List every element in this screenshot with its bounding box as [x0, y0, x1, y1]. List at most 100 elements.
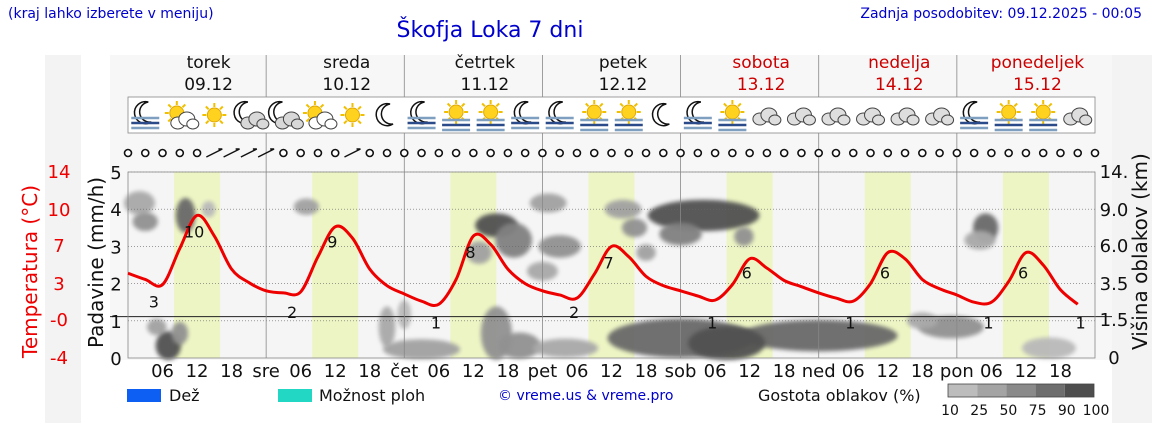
wind-calm-marker: [158, 148, 167, 158]
x-tick-label: 18: [1049, 361, 1072, 382]
sun-ray: [999, 102, 1004, 108]
wind-calm-marker: [572, 148, 582, 158]
x-tick-label: 18: [496, 361, 519, 382]
wind-arrow-marker: [257, 148, 275, 158]
x-tick-label: sre: [252, 361, 279, 382]
temperature-value-label: 2: [287, 303, 297, 322]
cloud-blob: [647, 199, 760, 232]
temperature-value-label: 1: [1076, 313, 1086, 332]
temperature-tick-label: -0: [50, 310, 68, 331]
precip-tick-label: 4: [110, 200, 121, 221]
x-tick-label: 06: [151, 361, 174, 382]
precip-tick-label: 1: [110, 312, 121, 333]
wind-calm-marker: [330, 148, 340, 158]
sun-ray: [343, 119, 348, 125]
temperature-value-label: 6: [1018, 264, 1028, 283]
day-name: nedelja: [868, 53, 930, 73]
temperature-tick-label: 3: [53, 274, 65, 295]
wind-calm-marker: [883, 148, 893, 158]
x-tick-label: pet: [528, 361, 558, 382]
cloud-part: [256, 118, 270, 130]
wind-calm-marker: [1056, 148, 1065, 158]
region-hint-link[interactable]: (kraj lahko izberete v meniju): [8, 6, 214, 22]
x-tick-label: 12: [876, 361, 899, 382]
night-fog-icon: [511, 100, 540, 130]
cloud-blob: [171, 321, 189, 345]
cloud-icon: [890, 107, 920, 126]
night-fog-icon: [407, 100, 436, 130]
x-tick-label: čet: [390, 361, 418, 382]
cloud-blob: [636, 244, 656, 261]
wind-calm-marker: [313, 148, 323, 158]
sun-ray: [205, 119, 210, 125]
x-tick-label: 12: [324, 361, 347, 382]
wind-calm-marker: [900, 148, 910, 158]
day-date: 11.12: [461, 75, 510, 95]
wind-calm-marker: [382, 148, 392, 158]
wind-calm-marker: [1021, 148, 1031, 158]
wind-calm-marker: [797, 148, 806, 158]
x-tick-label: 12: [462, 361, 485, 382]
cloud-blob: [201, 201, 216, 218]
wind-calm-marker: [1004, 148, 1013, 158]
density-legend-value: 75: [1029, 403, 1047, 419]
sun-ray: [1048, 102, 1053, 108]
cloud-part: [324, 118, 338, 130]
cloud-blob: [378, 306, 396, 348]
sun-ray: [181, 103, 186, 109]
temperature-value-label: 2: [569, 303, 579, 322]
day-name: sobota: [732, 53, 790, 73]
cloud-density-title: Gostota oblakov (%): [758, 386, 921, 405]
wind-calm-marker: [987, 148, 996, 158]
x-tick-label: 06: [427, 361, 450, 382]
night-clear-icon: [651, 102, 670, 127]
sun-ray: [205, 105, 210, 111]
wind-calm-marker: [1073, 148, 1083, 158]
day-name: sreda: [323, 53, 370, 73]
cloud-blob: [1021, 337, 1076, 359]
sun-ray: [481, 102, 486, 108]
x-tick-label: 06: [566, 361, 589, 382]
cloud-icon: [925, 107, 955, 126]
wind-calm-marker: [607, 148, 616, 158]
page-title: Škofja Loka 7 dni: [396, 18, 584, 43]
precip-tick-label: 2: [110, 275, 121, 296]
density-legend-segment: [1064, 384, 1094, 397]
wind-calm-marker: [1090, 148, 1100, 158]
sun-fog-icon: [994, 100, 1023, 132]
sun-fog-icon: [718, 100, 747, 132]
day-date: 13.12: [737, 75, 786, 95]
wind-arrow-marker: [344, 148, 361, 158]
cloud-blob: [621, 218, 648, 238]
day-name: torek: [187, 53, 231, 73]
cloud-icon: [1063, 107, 1093, 126]
cloud-height-tick-label: 6.0: [1100, 236, 1129, 257]
shower-legend-swatch: [278, 389, 312, 402]
sun-disc: [724, 104, 740, 120]
cloud-part: [802, 114, 816, 126]
sun-ray: [1034, 102, 1039, 108]
temperature-tick-label: 10: [47, 200, 71, 221]
day-name: petek: [599, 53, 647, 73]
copyright-link[interactable]: © vreme.us & vreme.pro: [498, 388, 674, 404]
sun-ray: [343, 105, 348, 111]
temperature-tick-label: 14: [47, 162, 71, 183]
x-tick-label: 12: [1014, 361, 1037, 382]
moon-shape: [651, 102, 670, 127]
x-tick-label: pon: [940, 361, 974, 382]
x-tick-label: 06: [980, 361, 1003, 382]
cloud-icon: [856, 107, 886, 126]
sun-disc: [586, 104, 602, 120]
cloud-part: [186, 118, 200, 130]
wind-calm-marker: [848, 148, 858, 158]
x-tick-label: ned: [802, 361, 836, 382]
moon-shape: [375, 102, 394, 127]
wind-calm-marker: [279, 148, 288, 158]
cloud-icon: [786, 107, 816, 126]
x-tick-label: 18: [911, 361, 934, 382]
x-tick-label: sob: [665, 361, 697, 382]
sun-ray: [219, 105, 224, 111]
wind-calm-marker: [659, 148, 668, 158]
sun-cloud-icon: [302, 101, 338, 130]
